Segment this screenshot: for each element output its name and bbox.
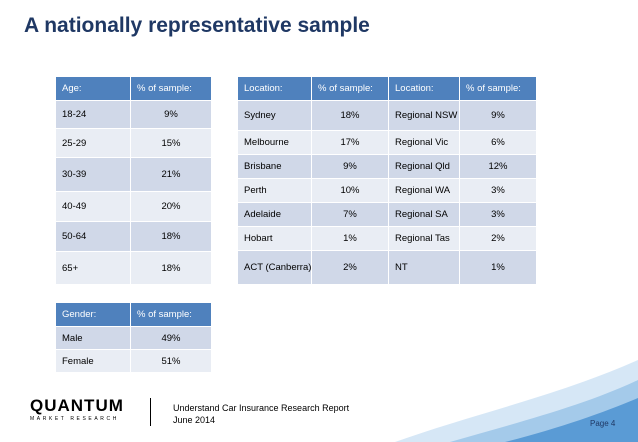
table-row: 18-24 9% bbox=[55, 100, 212, 129]
table-row: Brisbane 9% Regional Qld 12% bbox=[237, 154, 537, 179]
location-table: Location: % of sample: Location: % of sa… bbox=[237, 76, 537, 285]
location-cell: Brisbane bbox=[237, 154, 312, 179]
location-header: Location: bbox=[237, 76, 312, 101]
percent-cell: 18% bbox=[311, 100, 389, 131]
table-header-row: Location: % of sample: Location: % of sa… bbox=[237, 76, 537, 101]
percent-cell: 51% bbox=[130, 349, 212, 373]
footer-report-info: Understand Car Insurance Research Report… bbox=[173, 402, 349, 426]
percent-cell: 3% bbox=[459, 178, 537, 203]
gender-cell: Female bbox=[55, 349, 131, 373]
age-cell: 18-24 bbox=[55, 100, 131, 129]
table-row: Female 51% bbox=[55, 349, 212, 373]
percent-cell: 10% bbox=[311, 178, 389, 203]
age-header: Age: bbox=[55, 76, 131, 101]
table-row: Male 49% bbox=[55, 326, 212, 350]
location-cell: NT bbox=[388, 250, 460, 285]
location-cell: Melbourne bbox=[237, 130, 312, 155]
location-cell: Adelaide bbox=[237, 202, 312, 227]
percent-header: % of sample: bbox=[130, 302, 212, 327]
gender-cell: Male bbox=[55, 326, 131, 350]
table-row: ACT (Canberra) 2% NT 1% bbox=[237, 250, 537, 285]
percent-cell: 18% bbox=[130, 221, 212, 252]
percent-cell: 9% bbox=[459, 100, 537, 131]
gender-table: Gender: % of sample: Male 49% Female 51% bbox=[55, 302, 212, 373]
location-cell: ACT (Canberra) bbox=[237, 250, 312, 285]
percent-cell: 7% bbox=[311, 202, 389, 227]
percent-cell: 6% bbox=[459, 130, 537, 155]
location-cell: Perth bbox=[237, 178, 312, 203]
age-cell: 40-49 bbox=[55, 191, 131, 222]
table-row: 40-49 20% bbox=[55, 191, 212, 222]
location-cell: Regional Qld bbox=[388, 154, 460, 179]
percent-cell: 49% bbox=[130, 326, 212, 350]
location-cell: Regional SA bbox=[388, 202, 460, 227]
table-row: 50-64 18% bbox=[55, 221, 212, 252]
swoosh-light-band bbox=[395, 360, 638, 442]
percent-cell: 15% bbox=[130, 128, 212, 158]
age-cell: 65+ bbox=[55, 251, 131, 285]
percent-cell: 2% bbox=[459, 226, 537, 251]
location-cell: Regional Vic bbox=[388, 130, 460, 155]
logo-tagline: MARKET RESEARCH bbox=[30, 416, 119, 422]
report-title: Understand Car Insurance Research Report bbox=[173, 403, 350, 413]
company-logo: QUANTUM MARKET RESEARCH bbox=[30, 397, 140, 425]
table-row: Sydney 18% Regional NSW 9% bbox=[237, 100, 537, 131]
percent-cell: 20% bbox=[130, 191, 212, 222]
location-header: Location: bbox=[388, 76, 460, 101]
percent-header: % of sample: bbox=[459, 76, 537, 101]
location-cell: Hobart bbox=[237, 226, 312, 251]
table-row: Hobart 1% Regional Tas 2% bbox=[237, 226, 537, 251]
table-row: Adelaide 7% Regional SA 3% bbox=[237, 202, 537, 227]
age-cell: 50-64 bbox=[55, 221, 131, 252]
location-cell: Regional Tas bbox=[388, 226, 460, 251]
page-title: A nationally representative sample bbox=[24, 14, 370, 37]
logo-wordmark: QUANTUM bbox=[30, 396, 124, 415]
percent-cell: 2% bbox=[311, 250, 389, 285]
percent-cell: 12% bbox=[459, 154, 537, 179]
percent-cell: 18% bbox=[130, 251, 212, 285]
percent-header: % of sample: bbox=[311, 76, 389, 101]
table-header-row: Gender: % of sample: bbox=[55, 302, 212, 327]
percent-cell: 9% bbox=[130, 100, 212, 129]
percent-cell: 3% bbox=[459, 202, 537, 227]
percent-cell: 21% bbox=[130, 157, 212, 192]
location-cell: Sydney bbox=[237, 100, 312, 131]
table-row: Perth 10% Regional WA 3% bbox=[237, 178, 537, 203]
age-cell: 30-39 bbox=[55, 157, 131, 192]
swoosh-mid-band bbox=[450, 380, 638, 442]
age-table: Age: % of sample: 18-24 9% 25-29 15% 30-… bbox=[55, 76, 212, 285]
percent-cell: 17% bbox=[311, 130, 389, 155]
page-number: Page 4 bbox=[590, 419, 616, 428]
gender-header: Gender: bbox=[55, 302, 131, 327]
report-date: June 2014 bbox=[173, 415, 216, 425]
percent-cell: 9% bbox=[311, 154, 389, 179]
percent-header: % of sample: bbox=[130, 76, 212, 101]
table-row: Melbourne 17% Regional Vic 6% bbox=[237, 130, 537, 155]
percent-cell: 1% bbox=[459, 250, 537, 285]
table-header-row: Age: % of sample: bbox=[55, 76, 212, 101]
percent-cell: 1% bbox=[311, 226, 389, 251]
table-row: 65+ 18% bbox=[55, 251, 212, 285]
table-row: 25-29 15% bbox=[55, 128, 212, 158]
swoosh-dark-band bbox=[505, 398, 638, 442]
age-cell: 25-29 bbox=[55, 128, 131, 158]
location-cell: Regional NSW bbox=[388, 100, 460, 131]
location-cell: Regional WA bbox=[388, 178, 460, 203]
footer-divider bbox=[150, 398, 151, 426]
table-row: 30-39 21% bbox=[55, 157, 212, 192]
